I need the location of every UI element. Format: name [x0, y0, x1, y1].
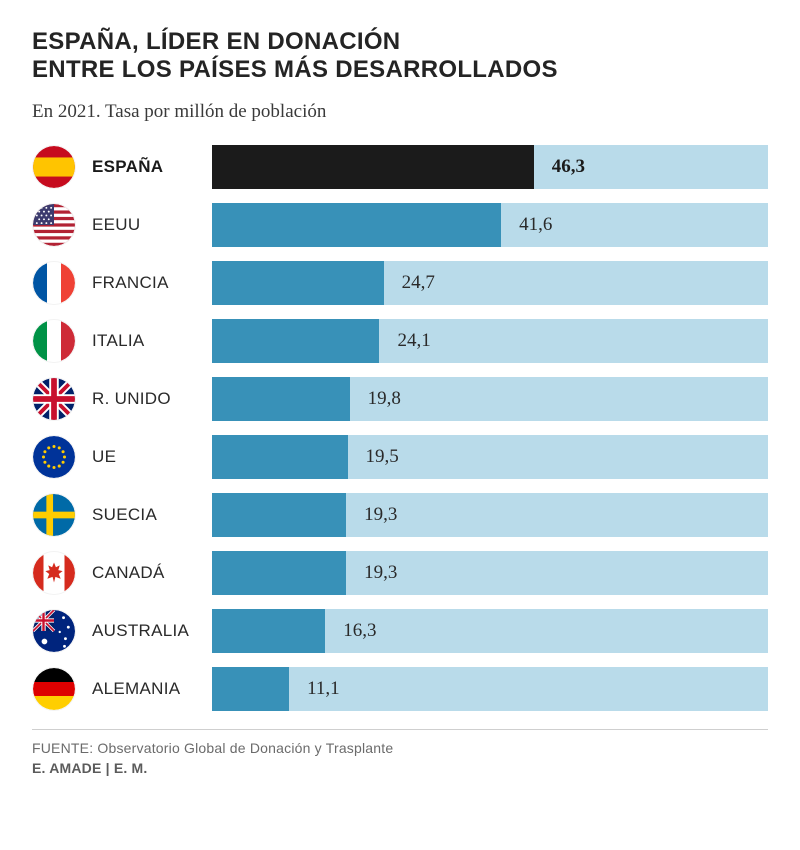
source-text: Observatorio Global de Donación y Traspl… — [97, 740, 393, 756]
bar-fill — [212, 319, 379, 363]
country-label: SUECIA — [92, 505, 212, 525]
bar-row: EEUU 41,6 — [32, 203, 768, 247]
bar-rows: ESPAÑA 46,3 EEUU 41,6 FRANCIA 24,7 ITALIA 24,1 R… — [32, 145, 768, 711]
flag-icon — [32, 145, 76, 189]
flag-icon — [32, 609, 76, 653]
bar-track: 11,1 — [212, 667, 768, 711]
flag-icon — [32, 493, 76, 537]
bar-value: 41,6 — [519, 214, 552, 236]
bar-value: 16,3 — [343, 620, 376, 642]
bar-value: 19,3 — [364, 562, 397, 584]
bar-track: 19,8 — [212, 377, 768, 421]
flag-icon — [32, 377, 76, 421]
country-label: UE — [92, 447, 212, 467]
bar-row: ESPAÑA 46,3 — [32, 145, 768, 189]
bar-value: 46,3 — [552, 156, 585, 178]
credits: E. AMADE | E. M. — [32, 760, 768, 776]
bar-fill — [212, 667, 289, 711]
bar-track: 19,5 — [212, 435, 768, 479]
bar-fill — [212, 493, 346, 537]
bar-row: CANADÁ 19,3 — [32, 551, 768, 595]
country-label: ALEMANIA — [92, 679, 212, 699]
flag-icon — [32, 551, 76, 595]
bar-track: 16,3 — [212, 609, 768, 653]
bar-row: UE 19,5 — [32, 435, 768, 479]
chart-footer: FUENTE: Observatorio Global de Donación … — [32, 729, 768, 776]
bar-row: AUSTRALIA 16,3 — [32, 609, 768, 653]
bar-fill — [212, 435, 348, 479]
bar-fill — [212, 203, 501, 247]
bar-fill — [212, 145, 534, 189]
flag-icon — [32, 261, 76, 305]
bar-value: 19,8 — [368, 388, 401, 410]
bar-row: ALEMANIA 11,1 — [32, 667, 768, 711]
bar-value: 19,3 — [364, 504, 397, 526]
bar-fill — [212, 261, 384, 305]
country-label: EEUU — [92, 215, 212, 235]
country-label: AUSTRALIA — [92, 621, 212, 641]
bar-row: R. UNIDO 19,8 — [32, 377, 768, 421]
bar-track: 24,7 — [212, 261, 768, 305]
bar-value: 11,1 — [307, 678, 340, 700]
country-label: ESPAÑA — [92, 157, 212, 177]
country-label: FRANCIA — [92, 273, 212, 293]
flag-icon — [32, 203, 76, 247]
bar-track: 46,3 — [212, 145, 768, 189]
bar-value: 24,1 — [397, 330, 430, 352]
bar-fill — [212, 609, 325, 653]
bar-fill — [212, 377, 350, 421]
bar-row: FRANCIA 24,7 — [32, 261, 768, 305]
bar-row: SUECIA 19,3 — [32, 493, 768, 537]
flag-icon — [32, 319, 76, 363]
chart-title-line2: ENTRE LOS PAÍSES MÁS DESARROLLADOS — [32, 56, 558, 83]
bar-track: 19,3 — [212, 493, 768, 537]
bar-track: 19,3 — [212, 551, 768, 595]
country-label: ITALIA — [92, 331, 212, 351]
country-label: CANADÁ — [92, 563, 212, 583]
bar-row: ITALIA 24,1 — [32, 319, 768, 363]
bar-value: 19,5 — [366, 446, 399, 468]
country-label: R. UNIDO — [92, 389, 212, 409]
chart-title-line1: ESPAÑA, LÍDER EN DONACIÓN — [32, 28, 400, 55]
chart-subtitle: En 2021. Tasa por millón de población — [32, 101, 768, 123]
bar-track: 24,1 — [212, 319, 768, 363]
bar-fill — [212, 551, 346, 595]
flag-icon — [32, 435, 76, 479]
source-label: FUENTE: — [32, 740, 93, 756]
chart-title: ESPAÑA, LÍDER EN DONACIÓN ENTRE LOS PAÍS… — [32, 28, 768, 85]
flag-icon — [32, 667, 76, 711]
bar-track: 41,6 — [212, 203, 768, 247]
bar-value: 24,7 — [402, 272, 435, 294]
